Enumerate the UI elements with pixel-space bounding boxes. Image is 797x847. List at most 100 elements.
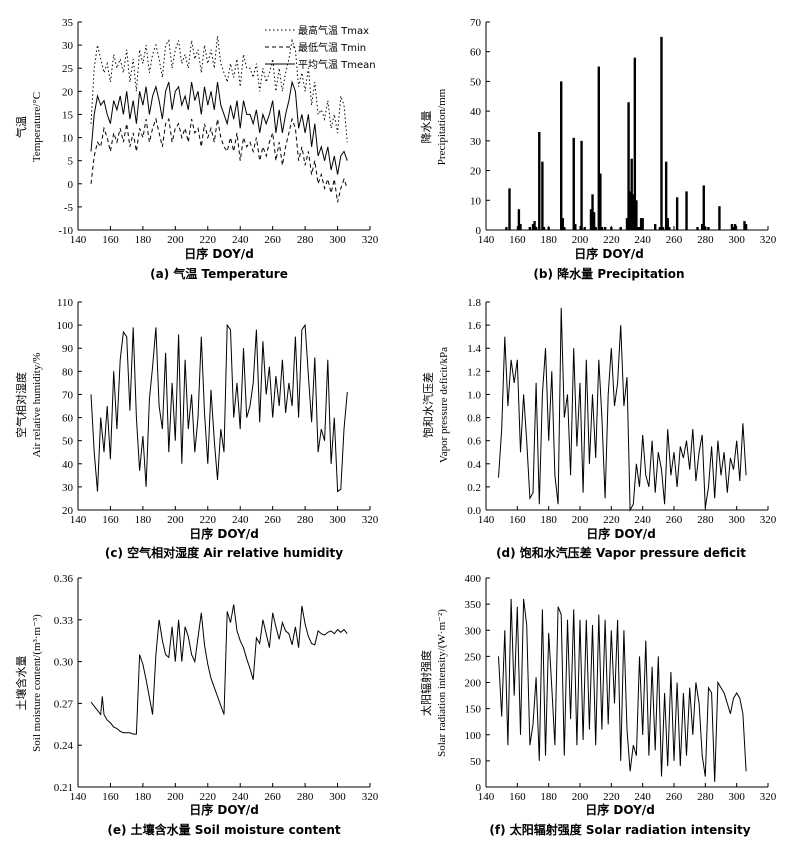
y-tick-label: 0: [476, 782, 482, 794]
y-tick-label: 1.6: [467, 320, 481, 332]
x-tick-label: 300: [329, 234, 346, 246]
y-tick-label: 0.2: [467, 482, 481, 494]
bar-precipitation: [743, 221, 746, 230]
y-tick-label: 70: [62, 389, 74, 401]
bar-precipitation: [592, 212, 596, 230]
y-tick-label: 200: [465, 678, 482, 690]
bar-precipitation: [625, 218, 629, 230]
panel-a-caption: (a) 气温 Temperature: [150, 266, 288, 281]
y-tick-label: 300: [465, 625, 482, 637]
x-tick-label: 140: [478, 514, 495, 526]
x-tick-label: 320: [362, 791, 379, 803]
x-tick-label: 280: [297, 234, 314, 246]
bar-precipitation: [661, 227, 665, 230]
bar-precipitation: [633, 57, 637, 231]
legend-tmax-label: 最高气温 Tmax: [298, 24, 369, 37]
bar-precipitation: [639, 218, 643, 230]
x-tick-label: 240: [232, 791, 249, 803]
bar-precipitation: [733, 224, 737, 230]
panel-a-ylabel-cn: 气温: [14, 116, 28, 138]
x-tick-label: 300: [728, 791, 745, 803]
x-tick-label: 180: [540, 514, 557, 526]
x-tick-label: 240: [634, 234, 651, 246]
x-tick-label: 260: [666, 514, 683, 526]
x-tick-label: 300: [728, 514, 745, 526]
y-tick-label: 0.4: [467, 459, 481, 471]
y-tick-label: 20: [470, 166, 482, 178]
y-tick-label: 30: [470, 136, 482, 148]
bar-precipitation: [505, 227, 508, 230]
y-tick-label: 50: [470, 76, 482, 88]
y-tick-label: 0.33: [54, 615, 74, 627]
x-tick-label: 260: [666, 234, 683, 246]
panel-f-caption: (f) 太阳辐射强度 Solar radiation intensity: [489, 822, 750, 837]
x-tick-label: 220: [603, 234, 620, 246]
y-tick-label: 0.27: [54, 698, 74, 710]
bar-precipitation: [619, 227, 622, 230]
bar-precipitation: [704, 227, 707, 230]
x-tick-label: 180: [135, 514, 152, 526]
x-tick-label: 240: [634, 791, 651, 803]
bar-precipitation: [707, 227, 710, 230]
x-tick-label: 320: [760, 234, 777, 246]
y-tick-label: 10: [62, 133, 74, 145]
bar-precipitation: [658, 227, 662, 230]
bar-precipitation: [603, 227, 607, 230]
y-tick-label: 400: [465, 573, 482, 585]
panel-d-ylabel-cn: 饱和水汽压差: [421, 372, 435, 438]
y-tick-label: 60: [62, 413, 74, 425]
panel-e-soil-moisture: (e) 土壤含水量 Soil moisture content 日序 DOY/d…: [14, 573, 379, 837]
x-tick-label: 180: [540, 791, 557, 803]
bar-precipitation: [547, 227, 550, 230]
x-tick-label: 140: [478, 234, 495, 246]
y-tick-label: 100: [465, 730, 482, 742]
panel-a-temperature: (a) 气温 Temperature 日序 DOY/d 气温 Temperatu…: [14, 17, 379, 281]
x-tick-label: 140: [70, 234, 87, 246]
bar-precipitation: [574, 224, 577, 230]
bar-precipitation: [730, 224, 734, 230]
bar-precipitation: [528, 227, 532, 230]
y-tick-label: 0.36: [54, 573, 74, 585]
y-tick-label: 15: [62, 109, 74, 121]
bar-precipitation: [542, 227, 546, 230]
x-tick-label: 180: [135, 234, 152, 246]
bar-precipitation: [641, 218, 644, 230]
panel-a-ylabel-en: Temperature/°C: [31, 92, 43, 162]
bar-precipitation: [541, 161, 544, 230]
y-tick-label: 30: [62, 40, 74, 52]
y-tick-label: 110: [57, 297, 74, 309]
x-tick-label: 260: [264, 234, 281, 246]
legend-tmean-label: 平均气温 Tmean: [298, 58, 376, 71]
panel-d-caption: (d) 饱和水汽压差 Vapor pressure deficit: [496, 545, 746, 560]
x-tick-label: 180: [135, 791, 152, 803]
x-tick-label: 240: [232, 514, 249, 526]
x-tick-label: 200: [167, 791, 184, 803]
series-line: [498, 307, 747, 512]
series-line: [90, 604, 348, 735]
y-tick-label: 350: [465, 599, 482, 611]
x-tick-label: 280: [697, 791, 714, 803]
bar-precipitation: [572, 137, 575, 230]
y-tick-label: 60: [470, 47, 482, 59]
panel-f-ylabel-cn: 太阳辐射强度: [419, 650, 433, 716]
x-tick-label: 180: [540, 234, 557, 246]
bar-precipitation: [628, 191, 632, 230]
panel-b-precipitation: (b) 降水量 Precipitation 日序 DOY/d 降水量 Preci…: [419, 17, 777, 281]
bar-precipitation: [635, 200, 638, 230]
y-tick-label: 50: [62, 436, 74, 448]
bar-precipitation: [664, 161, 668, 230]
y-tick-label: 1.4: [467, 343, 481, 355]
bar-precipitation: [538, 131, 541, 230]
y-tick-label: 0.30: [54, 657, 74, 669]
y-tick-label: 25: [62, 63, 74, 75]
y-tick-label: 0.6: [467, 436, 481, 448]
panel-b-caption: (b) 降水量 Precipitation: [533, 266, 684, 281]
series-line-solid: [90, 80, 348, 175]
y-tick-label: 20: [62, 86, 74, 98]
bar-precipitation: [534, 227, 538, 230]
bar-precipitation: [744, 224, 748, 230]
panel-f-ylabel-en: Solar radiation intensity/(W·m⁻²): [436, 609, 448, 757]
y-tick-label: 20: [62, 505, 74, 517]
x-tick-label: 280: [297, 514, 314, 526]
y-tick-label: 0: [476, 225, 482, 237]
